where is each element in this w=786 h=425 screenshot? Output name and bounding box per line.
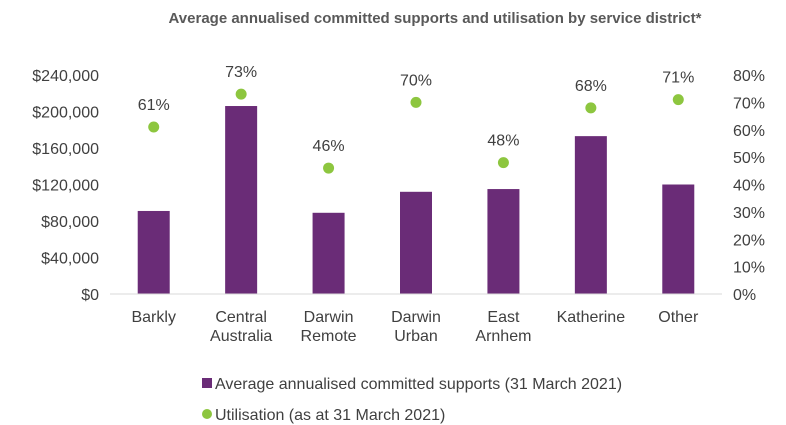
right-tick-label: 60%: [733, 123, 765, 140]
left-tick-label: $0: [81, 287, 99, 304]
right-tick-label: 0%: [733, 287, 756, 304]
utilisation-data-label: 48%: [487, 133, 519, 150]
right-tick-label: 80%: [733, 68, 765, 85]
bar: [225, 106, 258, 295]
left-tick-label: $160,000: [32, 141, 99, 158]
utilisation-series: 61% 73% 46% 70% 48% 68% 71%: [138, 64, 694, 174]
category-label: Darwin Urban: [391, 309, 441, 345]
category-label: Central Australia: [210, 309, 272, 345]
utilisation-data-label: 73%: [225, 64, 257, 81]
left-axis: $0 $40,000 $80,000 $120,000 $160,000 $200,000…: [32, 68, 99, 304]
chart-title: Average annualised committed supports an…: [169, 10, 702, 27]
left-tick-label: $200,000: [32, 105, 99, 122]
utilisation-point: [410, 96, 422, 108]
bar: [662, 184, 695, 294]
utilisation-point: [672, 94, 684, 106]
utilisation-point: [323, 162, 335, 174]
right-tick-label: 10%: [733, 260, 765, 277]
utilisation-point: [585, 102, 597, 114]
utilisation-data-label: 70%: [400, 72, 432, 89]
right-tick-label: 30%: [733, 205, 765, 222]
bar: [400, 191, 432, 294]
left-tick-label: $40,000: [41, 251, 99, 268]
bar: [312, 212, 345, 294]
legend: Average annualised committed supports (3…: [202, 376, 622, 424]
utilisation-point: [235, 88, 247, 100]
bar: [487, 189, 520, 294]
legend-label-bar: Average annualised committed supports (3…: [215, 376, 622, 393]
utilisation-point: [497, 157, 509, 169]
bar: [137, 210, 170, 294]
category-label: Katherine: [557, 309, 626, 326]
category-label: Barkly: [131, 309, 175, 326]
left-tick-label: $240,000: [32, 68, 99, 85]
utilisation-data-label: 68%: [575, 78, 607, 95]
bar: [574, 136, 607, 294]
right-tick-label: 70%: [733, 95, 765, 112]
legend-label-point: Utilisation (as at 31 March 2021): [215, 407, 445, 424]
bar-series: [137, 106, 695, 295]
right-tick-label: 20%: [733, 232, 765, 249]
category-label: East Arnhem: [475, 309, 531, 345]
left-tick-label: $80,000: [41, 214, 99, 231]
utilisation-data-label: 71%: [662, 70, 694, 87]
utilisation-point: [148, 121, 160, 133]
utilisation-data-label: 46%: [313, 138, 345, 155]
right-tick-label: 50%: [733, 150, 765, 167]
legend-swatch-point: [202, 409, 212, 419]
category-label: Other: [658, 309, 699, 326]
category-label: Darwin Remote: [301, 309, 357, 345]
left-tick-label: $120,000: [32, 178, 99, 195]
utilisation-data-label: 61%: [138, 97, 170, 114]
right-axis: 0% 10% 20% 30% 40% 50% 60% 70% 80%: [733, 68, 765, 304]
legend-swatch-bar: [202, 378, 212, 388]
right-tick-label: 40%: [733, 178, 765, 195]
category-labels: Barkly Central Australia Darwin Remote Darwin…: [131, 309, 698, 345]
